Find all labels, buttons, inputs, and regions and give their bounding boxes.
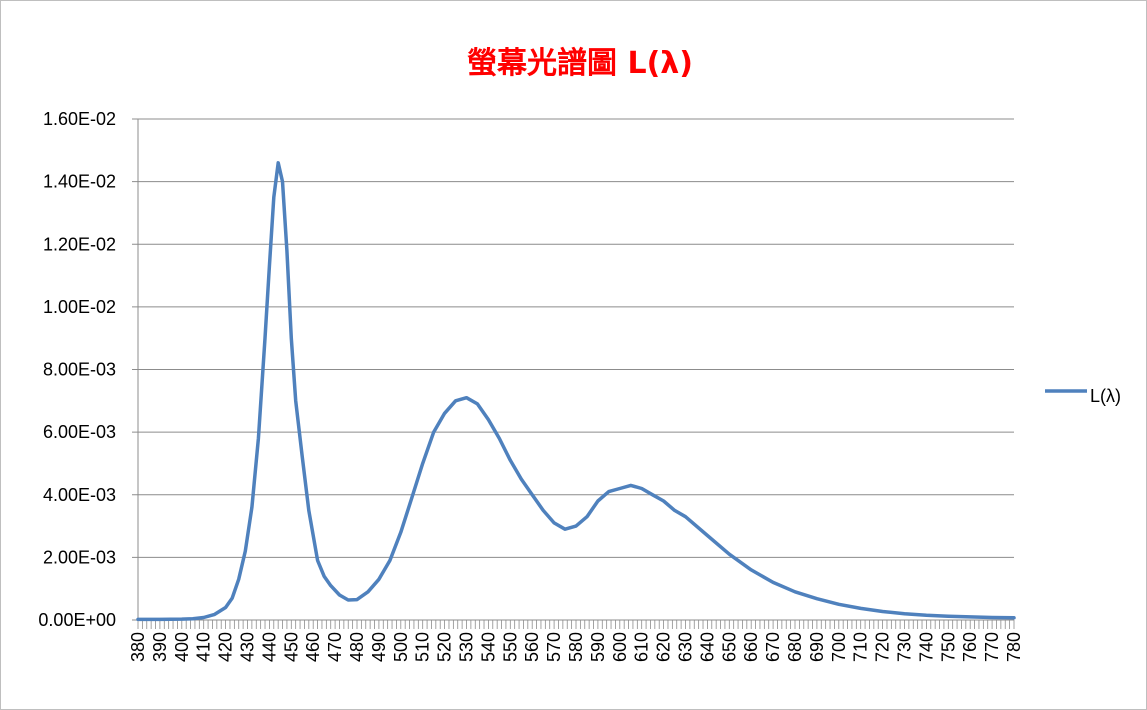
x-tick-label: 440 [259, 632, 279, 662]
x-tick-label: 430 [238, 632, 258, 662]
y-tick-label: 1.20E-02 [43, 234, 116, 254]
x-tick-label: 710 [851, 632, 871, 662]
x-tick-label: 380 [128, 632, 148, 662]
x-tick-label: 610 [632, 632, 652, 662]
x-tick-label: 520 [435, 632, 455, 662]
x-axis-tick-labels: 380 390 400 410 420 430 440 450 460 470 480 490 500 5… [128, 632, 1024, 662]
y-tick-label: 4.00E-03 [43, 485, 116, 505]
series-line [136, 161, 1016, 622]
y-tick-label: 2.00E-03 [43, 547, 116, 567]
x-tick-label: 470 [325, 632, 345, 662]
x-tick-label: 690 [807, 632, 827, 662]
x-tick-label: 780 [1004, 632, 1024, 662]
x-tick-label: 680 [785, 632, 805, 662]
axes [132, 118, 1015, 629]
x-tick-label: 530 [457, 632, 477, 662]
x-tick-label: 650 [719, 632, 739, 662]
x-tick-label: 480 [347, 632, 367, 662]
x-tick-label: 730 [895, 632, 915, 662]
x-tick-label: 460 [303, 632, 323, 662]
x-tick-label: 540 [478, 632, 498, 662]
x-tick-label: 640 [697, 632, 717, 662]
x-tick-label: 670 [763, 632, 783, 662]
y-tick-label: 6.00E-03 [43, 422, 116, 442]
x-tick-label: 550 [500, 632, 520, 662]
y-tick-label: 1.40E-02 [43, 172, 116, 192]
x-tick-label: 770 [982, 632, 1002, 662]
x-tick-label: 700 [829, 632, 849, 662]
x-tick-label: 410 [194, 632, 214, 662]
y-axis-tick-labels: 0.00E+00 2.00E-03 4.00E-03 6.00E-03 8.00E-03… [38, 109, 116, 630]
gridlines [138, 118, 1014, 558]
x-tick-label: 740 [916, 632, 936, 662]
x-tick-label: 760 [960, 632, 980, 662]
x-tick-label: 560 [522, 632, 542, 662]
x-tick-label: 490 [369, 632, 389, 662]
x-tick-label: 570 [544, 632, 564, 662]
x-tick-label: 390 [150, 632, 170, 662]
y-tick-label: 1.00E-02 [43, 297, 116, 317]
y-tick-label: 1.60E-02 [43, 109, 116, 129]
x-tick-label: 630 [676, 632, 696, 662]
x-tick-label: 420 [216, 632, 236, 662]
legend: L(λ) [1045, 386, 1121, 406]
x-tick-label: 600 [610, 632, 630, 662]
x-tick-label: 400 [172, 632, 192, 662]
x-tick-label: 720 [873, 632, 893, 662]
x-tick-label: 750 [938, 632, 958, 662]
y-tick-label: 0.00E+00 [38, 610, 116, 630]
chart-title: 螢幕光譜圖 L(λ) [467, 46, 693, 81]
x-tick-label: 450 [281, 632, 301, 662]
legend-label: L(λ) [1090, 386, 1121, 406]
x-tick-label: 660 [741, 632, 761, 662]
x-tick-label: 590 [588, 632, 608, 662]
x-tick-label: 620 [654, 632, 674, 662]
x-tick-label: 500 [391, 632, 411, 662]
x-tick-label: 510 [413, 632, 433, 662]
y-tick-label: 8.00E-03 [43, 360, 116, 380]
x-tick-label: 580 [566, 632, 586, 662]
series-layer [136, 161, 1016, 622]
